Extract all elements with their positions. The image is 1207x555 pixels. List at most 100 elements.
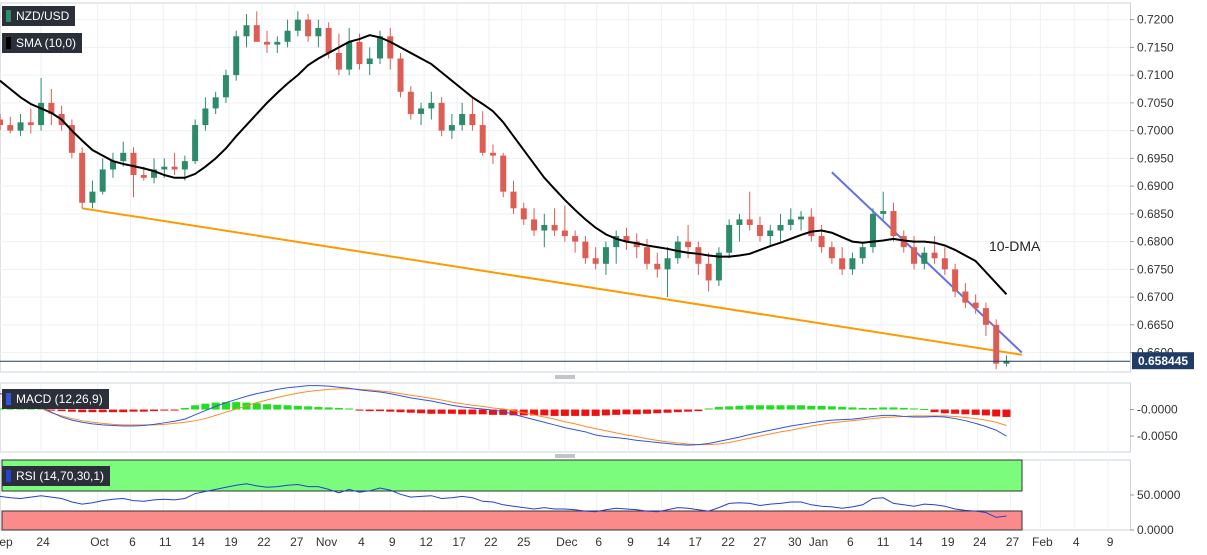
macd-signal-line <box>0 388 1007 446</box>
macd-histogram-bar <box>786 405 795 410</box>
sma-line <box>0 34 1008 295</box>
macd-label: MACD (12,26,9) <box>2 389 109 409</box>
candle-body <box>972 302 979 309</box>
macd-histogram-bar <box>263 404 272 410</box>
macd-histogram-bar <box>940 409 949 414</box>
x-tick-label: Jan <box>809 535 828 549</box>
macd-histogram-bar <box>745 405 754 410</box>
rsi-line <box>0 483 1007 518</box>
y-tick-label: 0.7100 <box>1137 68 1174 82</box>
symbol-label: NZD/USD <box>2 6 76 26</box>
macd-histogram-bar <box>180 407 189 410</box>
macd-histogram-bar <box>386 409 395 412</box>
x-tick-label: 9 <box>389 535 396 549</box>
macd-histogram-bar <box>98 409 107 413</box>
candle-body <box>27 122 34 126</box>
y-tick-label: 0.6650 <box>1137 318 1174 332</box>
candle-body <box>623 236 630 242</box>
candle-body <box>500 155 507 192</box>
rsi-y-tick-label: 50.0000 <box>1137 488 1181 502</box>
macd-histogram-bar <box>807 405 816 410</box>
candle-body <box>520 208 527 220</box>
macd-histogram-bar <box>139 409 148 412</box>
x-tick-label: 6 <box>847 535 854 549</box>
macd-histogram-bar <box>417 409 426 414</box>
rsi-label: RSI (14,70,30,1) <box>2 466 111 486</box>
macd-histogram-bar <box>119 409 128 413</box>
macd-histogram-bar <box>304 406 313 410</box>
candle-body <box>192 125 199 162</box>
candle-body <box>438 102 445 131</box>
candle-body <box>962 291 969 303</box>
x-tick-label: 14 <box>191 535 205 549</box>
macd-histogram-bar <box>1002 409 1011 417</box>
candle-body <box>274 41 281 45</box>
macd-histogram-bar <box>910 408 919 410</box>
macd-histogram-bar <box>355 409 364 411</box>
macd-histogram-bar <box>437 409 446 414</box>
candle-body <box>787 219 794 225</box>
macd-histogram-bar <box>571 409 580 416</box>
macd-histogram-bar <box>704 408 713 410</box>
macd-histogram-bar <box>601 409 610 416</box>
candle-body <box>1003 360 1010 364</box>
macd-histogram-bar <box>612 409 621 415</box>
candle-body <box>541 224 548 231</box>
candle-body <box>181 161 188 170</box>
candle-body <box>705 263 712 281</box>
candle-body <box>551 224 558 231</box>
candle-body <box>715 252 722 281</box>
macd-histogram-bar <box>643 409 652 414</box>
x-tick-label: 12 <box>419 535 433 549</box>
macd-histogram-bar <box>868 407 877 410</box>
candle-body <box>109 161 116 170</box>
candle-body <box>900 236 907 248</box>
candle-body <box>387 36 394 59</box>
candle-body <box>489 152 496 156</box>
candle-body <box>674 241 681 259</box>
candle-body <box>222 75 229 98</box>
candle-body <box>633 241 640 248</box>
candle-body <box>808 216 815 237</box>
macd-histogram-bar <box>817 405 826 410</box>
macd-histogram-bar <box>653 409 662 414</box>
candle-body <box>99 169 106 192</box>
macd-histogram-bar <box>971 409 980 415</box>
macd-histogram-bar <box>992 409 1001 417</box>
candle-body <box>130 152 137 176</box>
candle-body <box>869 213 876 248</box>
candle-body <box>469 113 476 126</box>
candle-body <box>756 224 763 237</box>
macd-histogram-bar <box>201 403 210 410</box>
candle-body <box>376 36 383 59</box>
x-tick-label: 17 <box>452 535 466 549</box>
x-tick-label: 9 <box>627 535 634 549</box>
macd-histogram-bar <box>920 409 929 411</box>
candle-body <box>79 152 86 203</box>
macd-histogram-bar <box>540 409 549 416</box>
macd-histogram-bar <box>468 409 477 415</box>
candle-body <box>38 102 45 126</box>
candle-body <box>746 219 753 225</box>
macd-histogram-bar <box>725 406 734 410</box>
candle-body <box>931 252 938 259</box>
candle-body <box>346 41 353 70</box>
macd-histogram-bar <box>0 408 4 410</box>
macd-histogram-bar <box>16 408 25 410</box>
macd-histogram-bar <box>478 409 487 415</box>
candle-body <box>305 19 312 37</box>
candle-body <box>7 125 14 131</box>
x-tick-label: 14 <box>909 535 923 549</box>
macd-histogram-bar <box>930 409 939 413</box>
candle-body <box>736 219 743 225</box>
x-tick-label: 11 <box>159 535 172 549</box>
sma-label: SMA (10,0) <box>2 33 83 53</box>
candle-body <box>366 58 373 65</box>
candle-body <box>880 211 887 214</box>
candle-body <box>243 25 250 37</box>
x-tick-label: Sep <box>0 535 13 549</box>
y-tick-label: 0.6900 <box>1137 179 1174 193</box>
macd-histogram-bar <box>673 409 682 413</box>
macd-histogram-bar <box>838 406 847 410</box>
macd-histogram-bar <box>530 409 539 416</box>
